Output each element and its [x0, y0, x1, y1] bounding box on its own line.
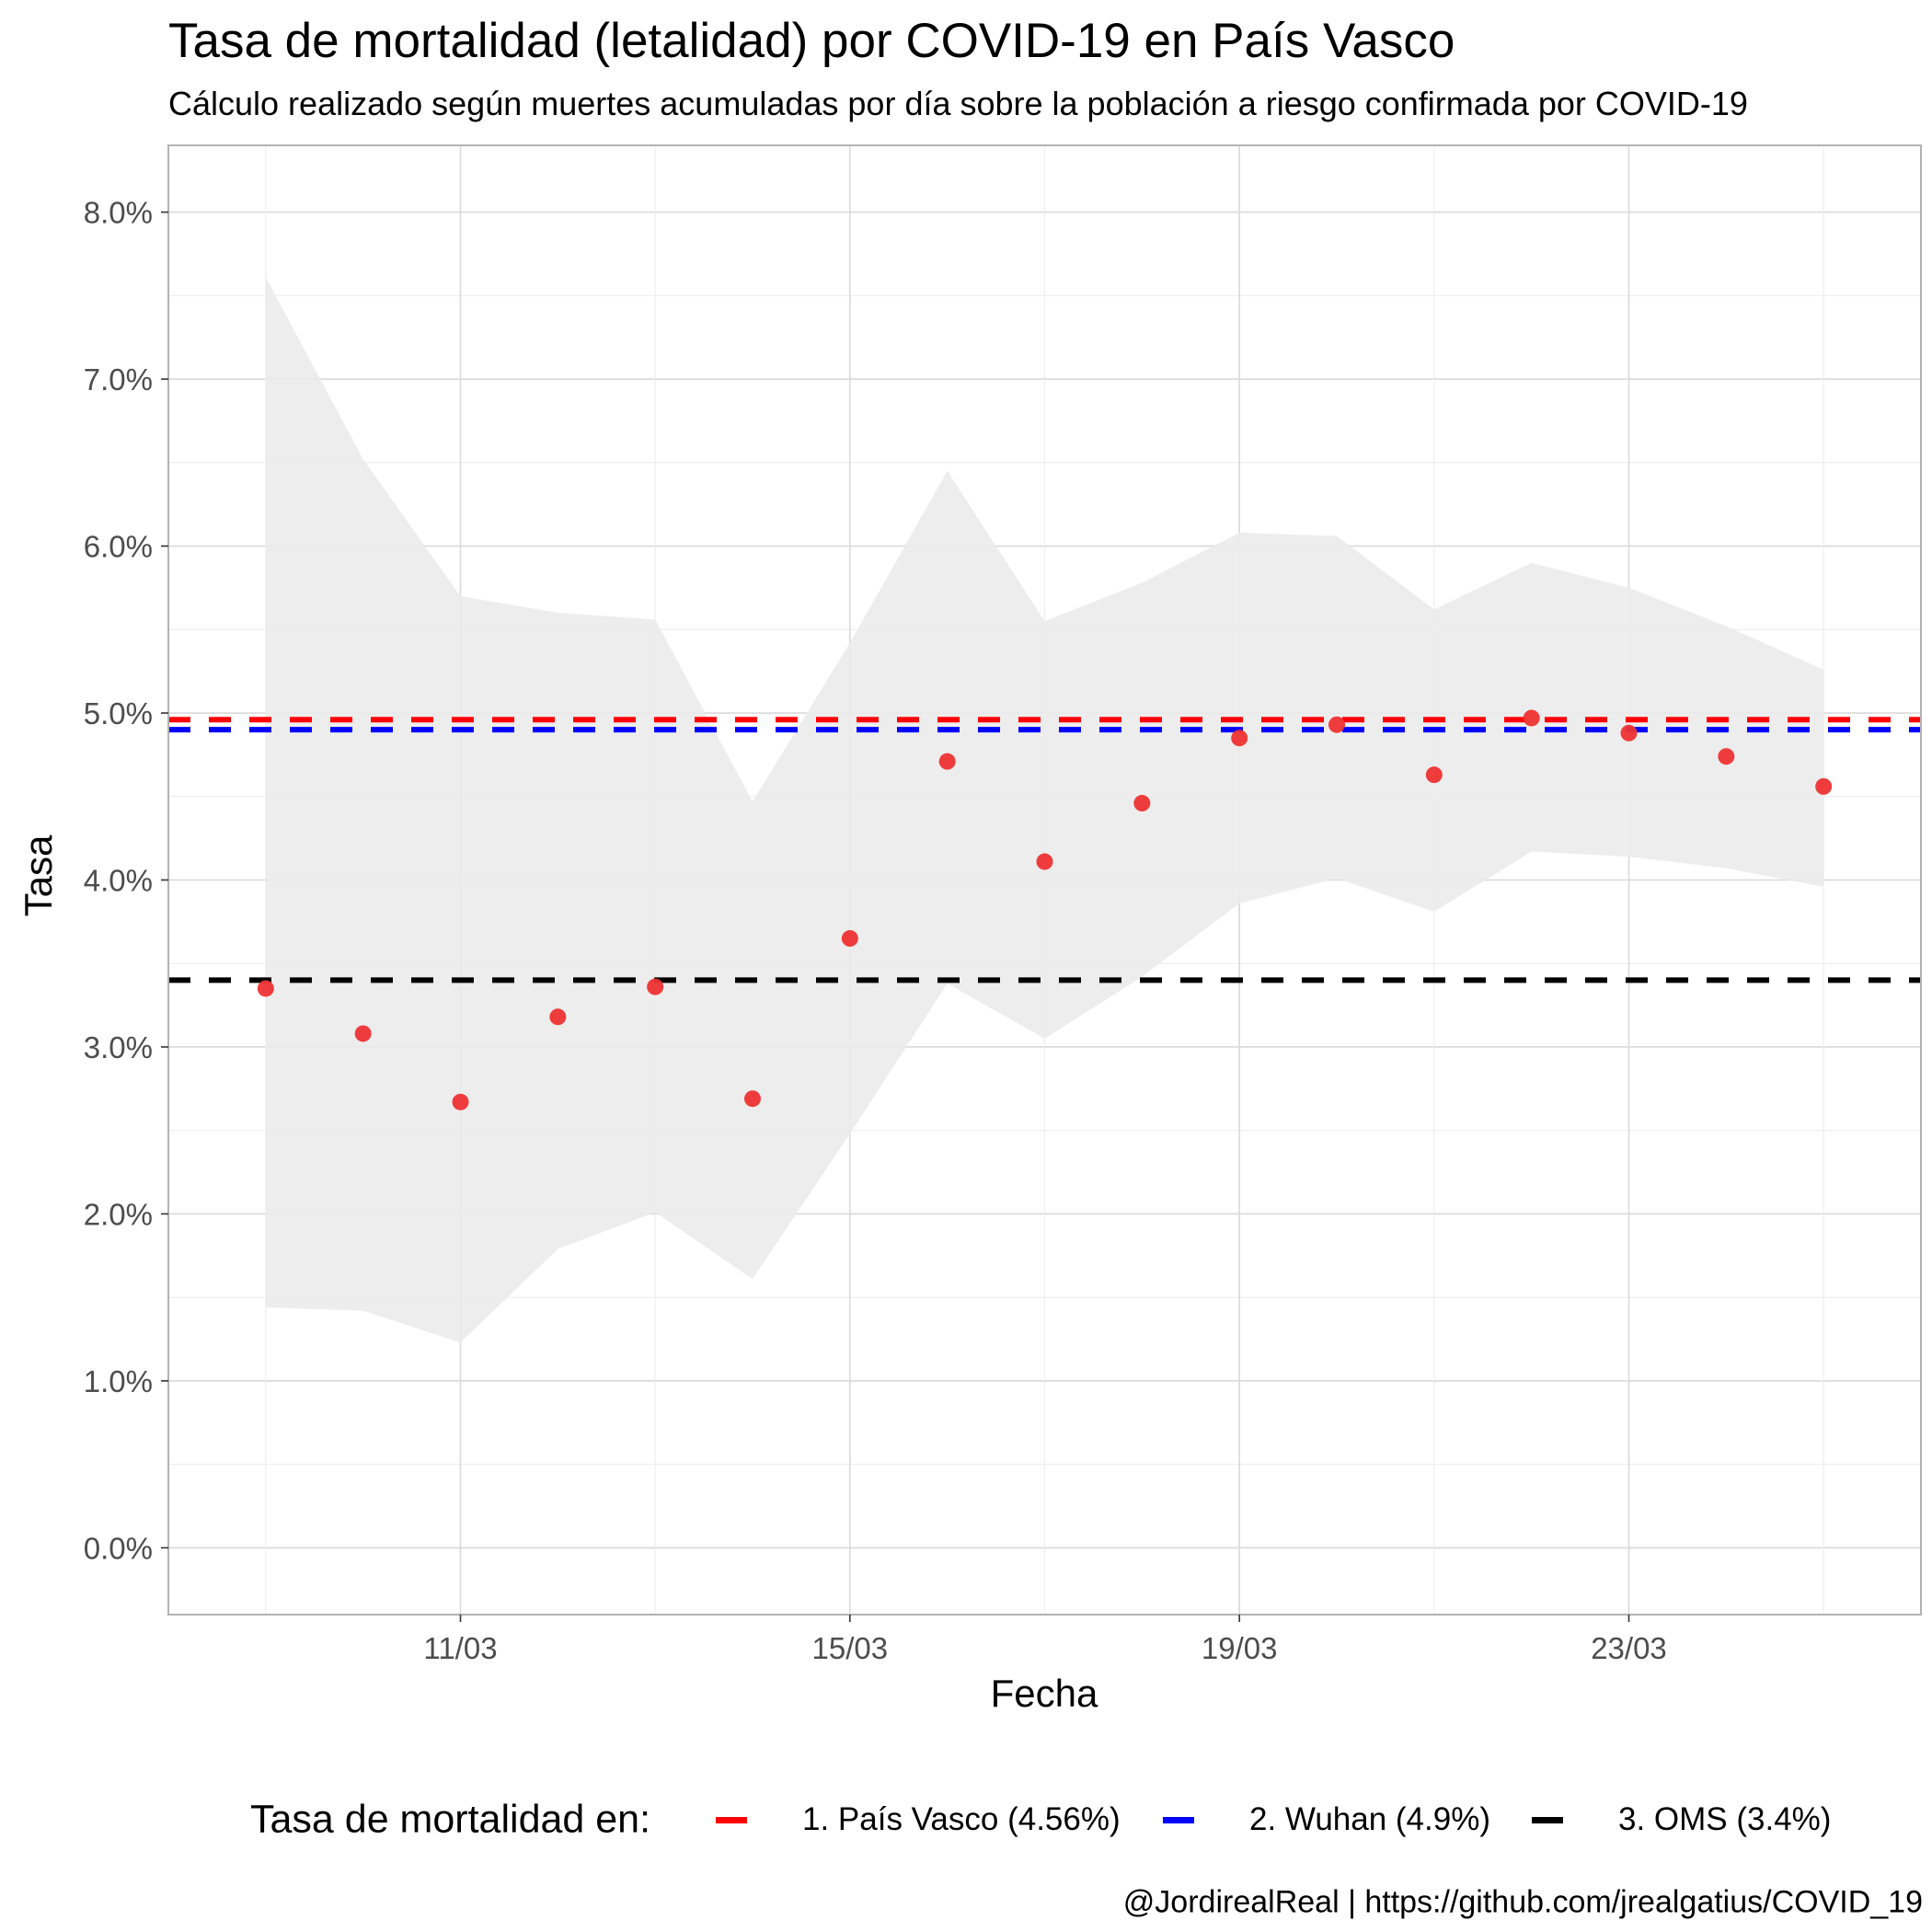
data-point	[1425, 766, 1443, 784]
legend-title: Tasa de mortalidad en:	[250, 1797, 651, 1842]
legend-item-pais-vasco: 1. País Vasco (4.56%)	[716, 1801, 1121, 1838]
data-point	[647, 978, 664, 995]
data-point	[1620, 724, 1638, 742]
data-point	[1133, 795, 1151, 812]
legend-key-black	[1532, 1816, 1563, 1823]
y-axis-ticks: 0.0% 1.0% 2.0% 3.0% 4.0% 5.0% 6.0% 7.0% 8.0%	[84, 196, 168, 1565]
data-point	[452, 1093, 469, 1110]
x-tick-label: 19/03	[1202, 1631, 1278, 1665]
data-point	[257, 980, 274, 997]
y-axis-title: Tasa	[17, 834, 60, 916]
x-tick-label: 11/03	[423, 1631, 497, 1665]
confidence-band	[265, 277, 1824, 1343]
y-tick-label: 1.0%	[84, 1364, 153, 1398]
y-tick-label: 2.0%	[84, 1197, 153, 1231]
x-axis-title: Fecha	[991, 1672, 1098, 1715]
y-tick-label: 3.0%	[84, 1030, 153, 1064]
caption: @JordirealReal | https://github.com/jrea…	[1122, 1884, 1923, 1920]
y-tick-label: 0.0%	[84, 1531, 153, 1565]
legend-key-red	[716, 1816, 747, 1823]
data-point	[354, 1025, 372, 1042]
y-tick-label: 6.0%	[84, 530, 153, 564]
legend-label: 3. OMS (3.4%)	[1618, 1801, 1832, 1837]
data-point	[1036, 853, 1053, 870]
data-point	[1815, 777, 1833, 795]
legend-item-wuhan: 2. Wuhan (4.9%)	[1163, 1801, 1490, 1838]
data-point	[1231, 730, 1248, 747]
legend-label: 1. País Vasco (4.56%)	[802, 1801, 1121, 1837]
x-tick-label: 15/03	[812, 1631, 889, 1665]
y-tick-label: 4.0%	[84, 864, 153, 898]
data-point	[744, 1090, 761, 1108]
data-point	[1523, 709, 1540, 727]
x-tick-label: 23/03	[1591, 1631, 1667, 1665]
legend: Tasa de mortalidad en: 1. País Vasco (4.…	[0, 1783, 1932, 1857]
legend-key-blue	[1163, 1816, 1194, 1823]
y-tick-label: 5.0%	[84, 696, 153, 730]
data-points	[257, 709, 1833, 1110]
data-point	[841, 930, 858, 948]
x-axis-ticks: 11/03 15/03 19/03 23/03	[423, 1615, 1667, 1665]
data-point	[549, 1008, 567, 1026]
chart-subtitle: Cálculo realizado según muertes acumulad…	[168, 85, 1748, 122]
y-tick-label: 7.0%	[84, 362, 153, 397]
legend-label: 2. Wuhan (4.9%)	[1249, 1801, 1490, 1837]
data-point	[1328, 716, 1345, 733]
confidence-band-area	[265, 277, 1824, 1343]
data-point	[1718, 748, 1735, 765]
chart-title: Tasa de mortalidad (letalidad) por COVID…	[168, 14, 1455, 68]
y-tick-label: 8.0%	[84, 196, 153, 230]
legend-item-oms: 3. OMS (3.4%)	[1532, 1801, 1831, 1838]
data-point	[938, 753, 956, 770]
